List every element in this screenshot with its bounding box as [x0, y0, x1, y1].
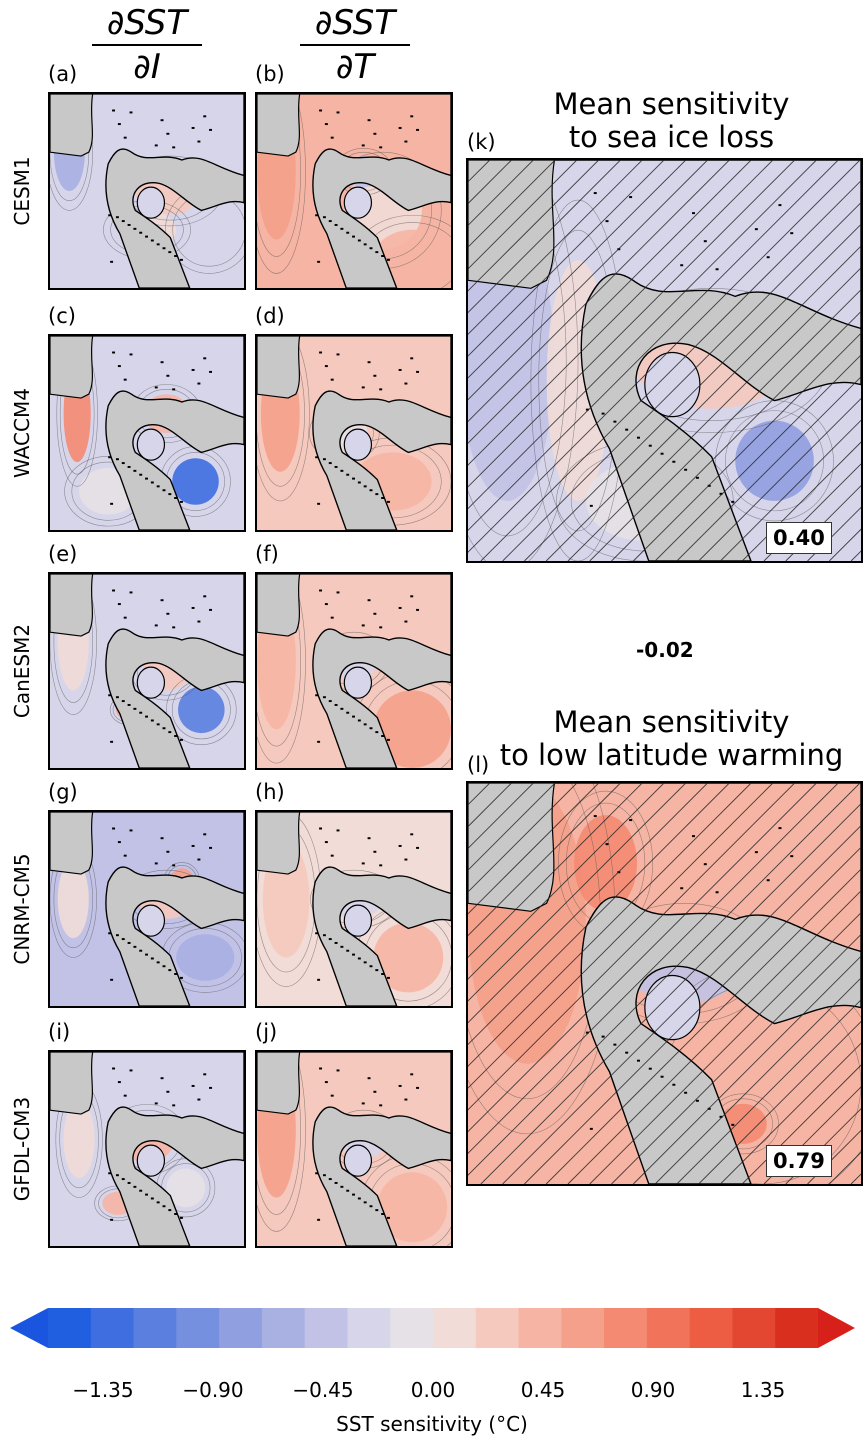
- colorbar-segment: [604, 1308, 648, 1348]
- panel-label: (i): [48, 1020, 71, 1044]
- panel-label: (k): [467, 130, 496, 154]
- panel-label: (h): [255, 780, 285, 804]
- map-svg: [50, 812, 244, 1006]
- map-svg: [257, 336, 451, 530]
- map-svg: [257, 574, 451, 768]
- map-panel: [48, 92, 246, 290]
- map-panel: [255, 334, 453, 532]
- colorbar-segment: [347, 1308, 391, 1348]
- colorbar-segment: [219, 1308, 263, 1348]
- mean-map-panel: [466, 158, 863, 563]
- colorbar-tick-label: 0.90: [630, 1378, 676, 1402]
- map-panel: [255, 810, 453, 1008]
- map-svg: [50, 1052, 244, 1246]
- map-svg: [468, 160, 861, 561]
- colorbar-segment: [646, 1308, 691, 1348]
- mean-map-panel: [466, 781, 863, 1186]
- panel-label: (f): [255, 542, 279, 566]
- map-svg: [257, 94, 451, 288]
- model-label: CNRM-CM5: [10, 853, 34, 965]
- colorbar-tick-label: 1.35: [740, 1378, 786, 1402]
- colorbar-segment: [176, 1308, 220, 1348]
- map-panel: [48, 810, 246, 1008]
- colorbar-tick-label: −1.35: [72, 1378, 134, 1402]
- panel-label: (c): [48, 304, 76, 328]
- map-svg: [50, 94, 244, 288]
- colorbar-segment: [775, 1308, 819, 1348]
- colorbar-segment: [48, 1308, 92, 1348]
- model-label: WACCM4: [10, 388, 34, 478]
- panel-l-title: Mean sensitivity to low latitude warming: [480, 705, 863, 773]
- colorbar-segment: [390, 1308, 434, 1348]
- colorbar-tick-label: 0.00: [410, 1378, 456, 1402]
- map-svg: [468, 783, 861, 1184]
- colorbar-tick-label: −0.90: [182, 1378, 244, 1402]
- panel-l-value: 0.79: [766, 1145, 832, 1177]
- map-svg: [50, 574, 244, 768]
- colorbar-segment: [518, 1308, 562, 1348]
- map-panel: [48, 572, 246, 770]
- colorbar-segment: [475, 1308, 520, 1348]
- panel-k-title: Mean sensitivity to sea ice loss: [480, 87, 863, 155]
- model-label: GFDL-CM3: [10, 1096, 34, 1202]
- model-label: CESM1: [10, 156, 34, 226]
- colorbar-label: SST sensitivity (°C): [336, 1412, 528, 1436]
- panel-label: (b): [255, 62, 285, 86]
- header-denominator: ∂T: [335, 47, 375, 87]
- panel-label: (j): [255, 1020, 278, 1044]
- colorbar-segment: [304, 1308, 348, 1348]
- map-svg: [50, 336, 244, 530]
- panel-k-value: 0.40: [766, 522, 832, 554]
- header-numerator: ∂SST: [92, 6, 202, 46]
- colorbar-segment: [133, 1308, 177, 1348]
- header-dsst-dt: ∂SST ∂T: [300, 6, 410, 84]
- colorbar-segment: [90, 1308, 135, 1348]
- colorbar-segment: [561, 1308, 605, 1348]
- model-label: CanESM2: [10, 623, 34, 719]
- header-denominator: ∂I: [133, 47, 161, 87]
- header-dsst-di: ∂SST ∂I: [92, 6, 202, 84]
- header-numerator: ∂SST: [300, 6, 410, 46]
- map-svg: [257, 812, 451, 1006]
- map-panel: [48, 1050, 246, 1248]
- map-panel: [255, 1050, 453, 1248]
- pattern-correlation-value: -0.02: [636, 638, 694, 662]
- colorbar-segment: [689, 1308, 733, 1348]
- panel-l-title-line2: to low latitude warming: [499, 738, 844, 773]
- colorbar-extend-high: [818, 1308, 855, 1348]
- map-panel: [48, 334, 246, 532]
- colorbar-tick-label: −0.45: [292, 1378, 354, 1402]
- panel-label: (d): [255, 304, 285, 328]
- panel-k-title-line1: Mean sensitivity: [553, 87, 790, 121]
- map-panel: [255, 92, 453, 290]
- map-svg: [257, 1052, 451, 1246]
- panel-label: (a): [48, 62, 78, 86]
- map-panel: [255, 572, 453, 770]
- panel-l-title-line1: Mean sensitivity: [553, 705, 790, 739]
- panel-label: (g): [48, 780, 78, 804]
- panel-label: (e): [48, 542, 78, 566]
- panel-k-title-line2: to sea ice loss: [568, 120, 775, 155]
- colorbar-segment: [732, 1308, 776, 1348]
- colorbar: [10, 1308, 855, 1348]
- colorbar-segment: [433, 1308, 477, 1348]
- colorbar-tick-label: 0.45: [520, 1378, 566, 1402]
- panel-label: (l): [467, 753, 490, 777]
- colorbar-segment: [261, 1308, 306, 1348]
- colorbar-extend-low: [10, 1308, 48, 1348]
